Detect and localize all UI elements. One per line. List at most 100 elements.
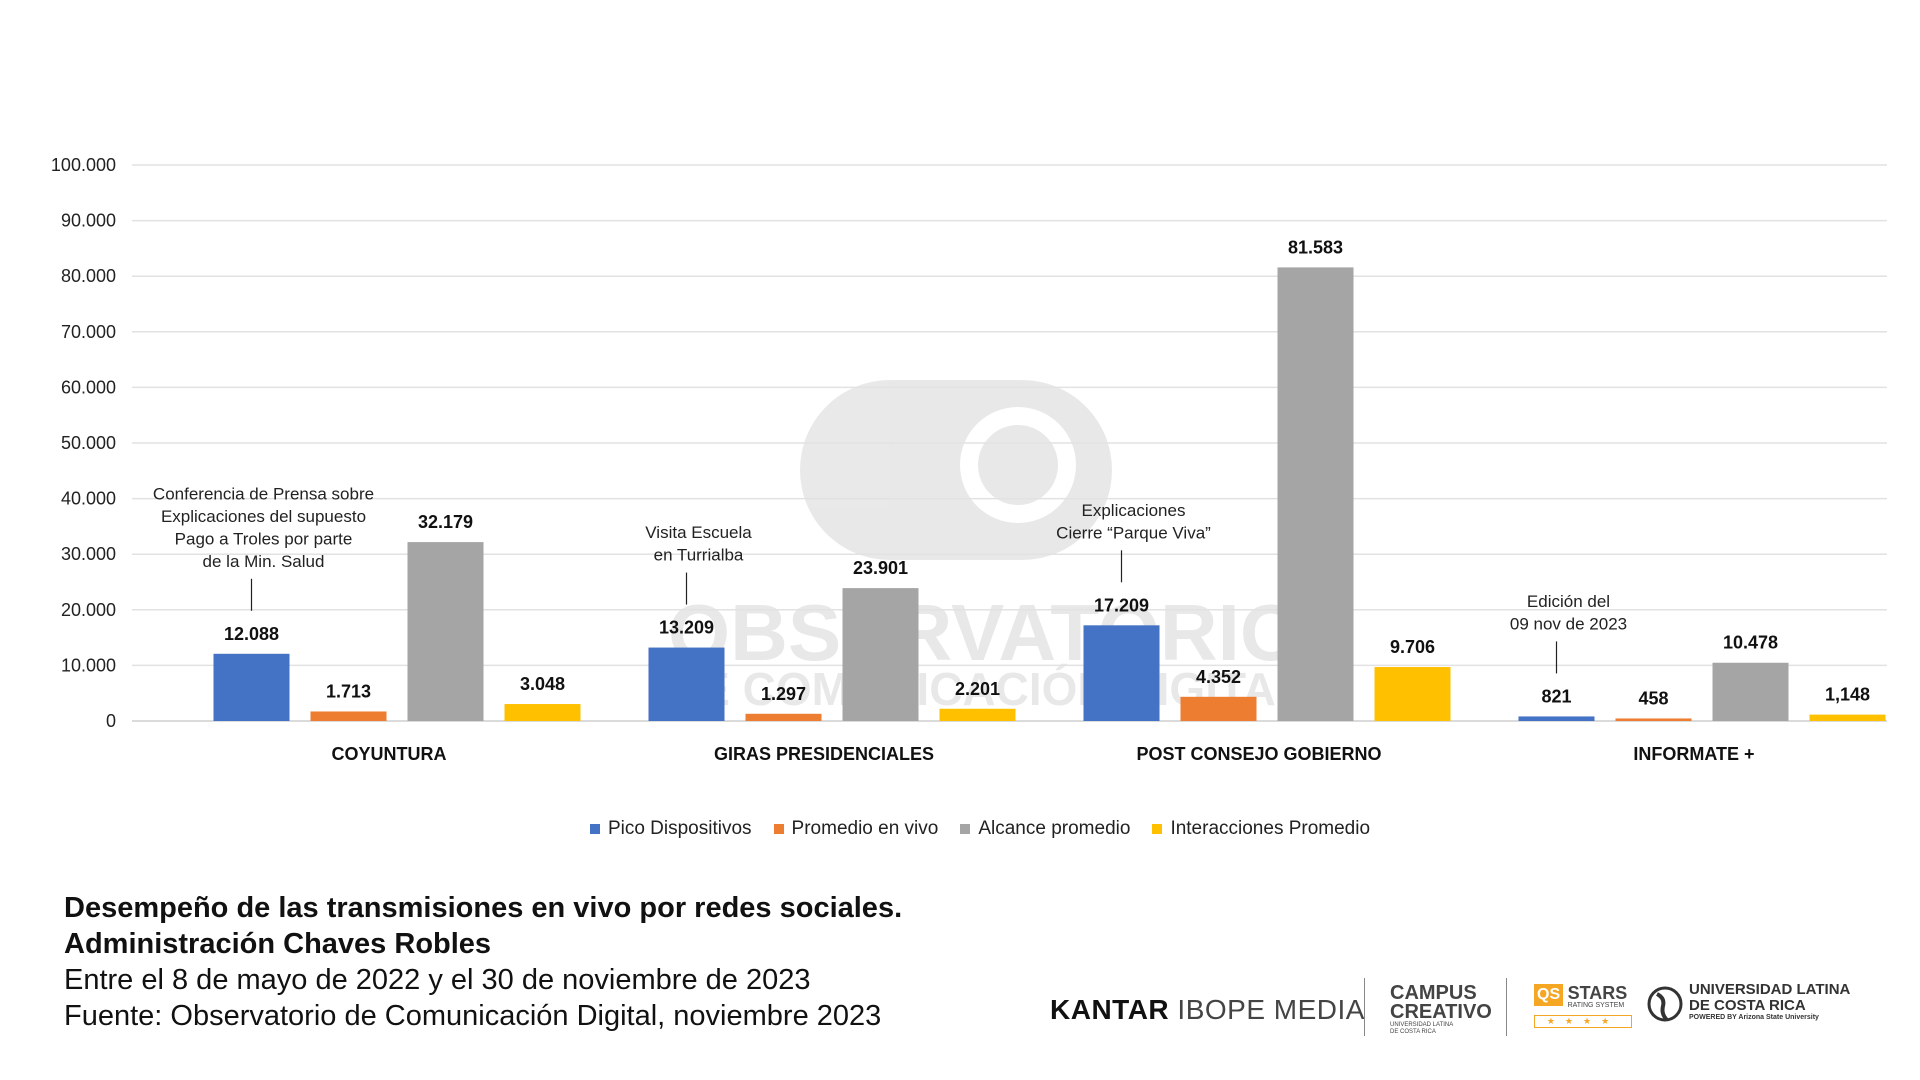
data-label: 1.297 (761, 684, 806, 704)
ul-text-2: DE COSTA RICA (1689, 997, 1806, 1014)
legend-item: Promedio en vivo (773, 818, 939, 840)
bar (648, 647, 725, 721)
bar-chart: OBSERVATORIO DE COMUNICACIÓN DIGITAL 0 10… (51, 155, 1887, 764)
legend-label: Pico Dispositivos (607, 818, 752, 839)
bar (1809, 714, 1886, 721)
bar (407, 542, 484, 721)
data-label: 2.201 (955, 679, 1000, 699)
y-tick-label: 70.000 (61, 322, 116, 342)
ul-sub-text: POWERED BY Arizona State University (1689, 1014, 1819, 1021)
annotation-text: Explicaciones (1082, 501, 1186, 520)
annotation-text: Pago a Troles por parte (175, 529, 353, 548)
legend-label: Interacciones Promedio (1170, 818, 1371, 839)
bar (745, 713, 822, 721)
watermark-eye (960, 407, 1076, 523)
watermark-logo: OBSERVATORIO DE COMUNICACIÓN DIGITAL (666, 380, 1304, 715)
ibope-text: IBOPE MEDIA (1177, 994, 1365, 1025)
qs-stars-text: STARS (1567, 983, 1628, 1003)
annotation-text: Visita Escuela (645, 523, 752, 542)
rating-stars-icon: ★★★★ (1534, 1015, 1632, 1028)
y-tick-label: 80.000 (61, 266, 116, 286)
campus-text: CAMPUS (1390, 982, 1477, 1004)
data-label: 4.352 (1196, 667, 1241, 687)
y-tick-label: 30.000 (61, 544, 116, 564)
legend-label: Alcance promedio (978, 818, 1131, 839)
annotation-text: Edición del (1527, 592, 1610, 611)
annotation-text: de la Min. Salud (203, 552, 325, 571)
campus-sub-2: DE COSTA RICA (1390, 1029, 1436, 1035)
data-label: 9.706 (1390, 637, 1435, 657)
annotation-text: Explicaciones del supuesto (161, 507, 366, 526)
legend-swatch (773, 824, 784, 834)
y-tick-label: 90.000 (61, 211, 116, 231)
qs-sub-text: RATING SYSTEM (1567, 1002, 1625, 1009)
bar (1374, 667, 1451, 721)
creativo-text: CREATIVO (1390, 1001, 1492, 1023)
legend-swatch (589, 824, 600, 834)
x-category-label: POST CONSEJO GOBIERNO (1136, 744, 1381, 764)
campus-sub-1: UNIVERSIDAD LATINA (1390, 1022, 1454, 1028)
campus-creativo-logo: CAMPUS CREATIVO UNIVERSIDAD LATINA DE CO… (1390, 982, 1492, 1036)
annotation-text: en Turrialba (654, 546, 744, 565)
qs-badge: QS (1534, 984, 1564, 1006)
x-category-label: COYUNTURA (332, 744, 447, 764)
caption-title-1: Desempeño de las transmisiones en vivo p… (64, 892, 903, 924)
caption: Desempeño de las transmisiones en vivo p… (64, 890, 902, 1034)
y-tick-label: 60.000 (61, 377, 116, 397)
kantar-ibope-logo: KANTAR IBOPE MEDIA (1050, 994, 1365, 1026)
y-tick-label: 10.000 (61, 655, 116, 675)
data-label: 32.179 (418, 512, 473, 532)
bar (842, 588, 919, 721)
data-label: 17.209 (1094, 595, 1149, 615)
y-tick-label: 40.000 (61, 489, 116, 509)
data-label: 23.901 (853, 558, 908, 578)
bar (1615, 718, 1692, 721)
logo-divider (1506, 978, 1507, 1036)
data-label: 821 (1541, 686, 1571, 706)
bar (1712, 662, 1789, 721)
data-label: 458 (1638, 688, 1668, 708)
bar (213, 653, 290, 721)
watermark-text-1: OBSERVATORIO (668, 588, 1302, 677)
y-tick-label: 0 (106, 711, 116, 731)
legend-item: Interacciones Promedio (1152, 818, 1370, 840)
data-label: 81.583 (1288, 237, 1343, 257)
watermark-shape (800, 380, 1112, 560)
watermark-pupil (978, 425, 1058, 505)
y-tick-label: 20.000 (61, 600, 116, 620)
caption-period: Entre el 8 de mayo de 2022 y el 30 de no… (64, 964, 811, 996)
data-label: 13.209 (659, 618, 714, 638)
data-label: 12.088 (224, 624, 279, 644)
annotation-text: Conferencia de Prensa sobre (153, 484, 374, 503)
x-category-label: INFORMATE + (1633, 744, 1754, 764)
bar (1180, 696, 1257, 721)
logo-divider (1364, 978, 1365, 1036)
y-tick-label: 100.000 (51, 155, 116, 175)
ul-text-1: UNIVERSIDAD LATINA (1689, 981, 1851, 998)
legend-item: Alcance promedio (960, 818, 1130, 840)
caption-source: Fuente: Observatorio de Comunicación Dig… (64, 1000, 882, 1032)
data-label: 1.713 (326, 681, 371, 701)
globe-icon (1647, 986, 1683, 1022)
x-category-label: GIRAS PRESIDENCIALES (714, 744, 934, 764)
data-label: 3.048 (520, 674, 565, 694)
annotation-text: 09 nov de 2023 (1510, 614, 1627, 633)
caption-title-2: Administración Chaves Robles (64, 928, 492, 960)
bar (1083, 625, 1160, 721)
legend-swatch (960, 824, 971, 834)
bar (1518, 716, 1595, 721)
y-tick-label: 50.000 (61, 433, 116, 453)
annotation-text: Cierre “Parque Viva” (1056, 523, 1211, 542)
data-label: 10.478 (1723, 633, 1778, 653)
legend-swatch (1152, 824, 1163, 834)
qs-stars-logo: QS STARS RATING SYSTEM ★★★★ (1534, 984, 1632, 1028)
legend-item: Pico Dispositivos (589, 818, 752, 840)
bar (1277, 267, 1354, 721)
bar (504, 704, 581, 721)
bar (939, 708, 1016, 721)
legend: Pico Dispositivos Promedio en vivo Alcance… (0, 818, 1920, 840)
kantar-text: KANTAR (1050, 994, 1170, 1025)
data-label: 1,148 (1825, 685, 1870, 705)
legend-label: Promedio en vivo (791, 818, 939, 839)
universidad-latina-logo: UNIVERSIDAD LATINA DE COSTA RICA POWERED… (1647, 982, 1850, 1026)
